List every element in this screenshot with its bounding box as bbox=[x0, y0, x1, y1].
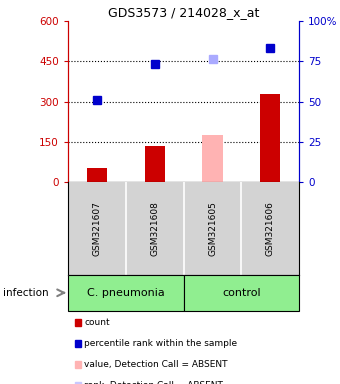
Text: control: control bbox=[222, 288, 261, 298]
Text: value, Detection Call = ABSENT: value, Detection Call = ABSENT bbox=[84, 360, 228, 369]
Bar bbox=[202, 136, 223, 182]
Text: GSM321608: GSM321608 bbox=[150, 201, 159, 256]
Text: C. pneumonia: C. pneumonia bbox=[87, 288, 165, 298]
Bar bbox=[184, 275, 299, 311]
Bar bbox=[87, 167, 107, 182]
Text: GSM321607: GSM321607 bbox=[92, 201, 101, 256]
Bar bbox=[260, 94, 280, 182]
Text: rank, Detection Call = ABSENT: rank, Detection Call = ABSENT bbox=[84, 381, 223, 384]
Text: GSM321605: GSM321605 bbox=[208, 201, 217, 256]
Text: count: count bbox=[84, 318, 110, 327]
Title: GDS3573 / 214028_x_at: GDS3573 / 214028_x_at bbox=[108, 5, 259, 18]
Bar bbox=[144, 146, 165, 182]
Text: infection: infection bbox=[3, 288, 49, 298]
Bar bbox=[75, 382, 81, 384]
Bar bbox=[68, 275, 184, 311]
Text: GSM321606: GSM321606 bbox=[266, 201, 275, 256]
Text: percentile rank within the sample: percentile rank within the sample bbox=[84, 339, 237, 348]
Bar bbox=[75, 340, 81, 347]
Bar bbox=[75, 319, 81, 326]
Bar bbox=[75, 361, 81, 368]
